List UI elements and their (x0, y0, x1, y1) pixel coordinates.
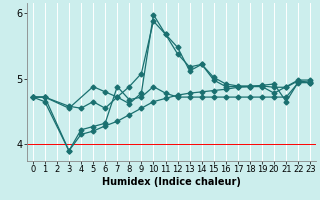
X-axis label: Humidex (Indice chaleur): Humidex (Indice chaleur) (102, 177, 241, 187)
